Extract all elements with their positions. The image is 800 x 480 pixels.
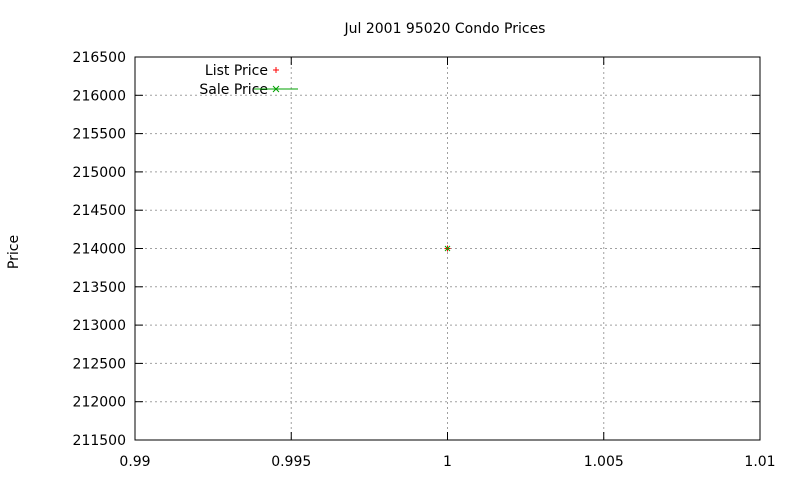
grid — [135, 57, 760, 440]
x-tick-label: 0.99 — [119, 454, 150, 470]
x-tick-label: 1.005 — [584, 454, 624, 470]
legend-item-sale-price: Sale Price — [199, 82, 298, 98]
legend-item-list-price: List Price — [205, 63, 279, 79]
y-tick-label: 215000 — [73, 165, 126, 181]
chart-title: Jul 2001 95020 Condo Prices — [344, 21, 546, 37]
x-tick-label: 1 — [443, 454, 452, 470]
y-tick-label: 212000 — [73, 395, 126, 411]
y-tick-label: 212500 — [73, 356, 126, 372]
y-tick-label: 214000 — [73, 242, 126, 258]
y-axis-label: Price — [6, 235, 22, 269]
legend: List Price Sale Price — [199, 63, 298, 98]
legend-label: List Price — [205, 63, 268, 79]
y-tick-label: 216500 — [73, 50, 126, 66]
x-tick-label: 1.01 — [744, 454, 775, 470]
data-marks — [444, 245, 451, 252]
legend-marker-stroke — [272, 85, 280, 93]
x-tick-label: 0.995 — [271, 454, 311, 470]
y-tick-label: 216000 — [73, 88, 126, 104]
y-tick-label: 214500 — [73, 203, 126, 219]
data-point-marker-stroke — [444, 245, 451, 252]
y-tick-label: 213000 — [73, 318, 126, 334]
legend-label: Sale Price — [199, 82, 268, 98]
axis-ticks: 211500 212000 212500 213000 213500 214000 2145… — [73, 50, 776, 470]
y-tick-label: 213500 — [73, 280, 126, 296]
y-tick-label: 215500 — [73, 127, 126, 143]
data-point-sale-price — [444, 245, 451, 252]
y-tick-label: 211500 — [73, 433, 126, 449]
